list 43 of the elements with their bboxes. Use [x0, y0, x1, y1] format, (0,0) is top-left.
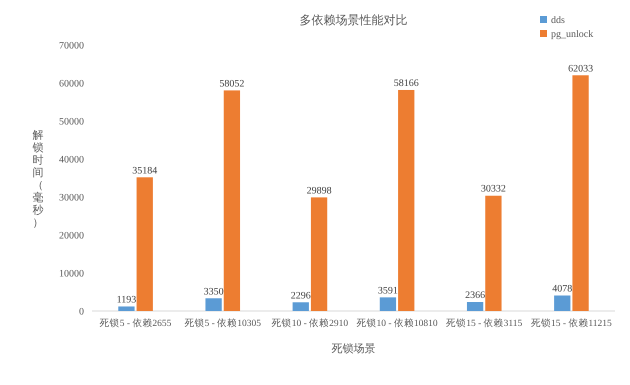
y-tick-label: 70000 — [59, 40, 84, 52]
bar — [292, 302, 309, 311]
y-tick-label: 60000 — [59, 78, 84, 90]
bar — [398, 90, 414, 311]
data-label: 3350 — [204, 286, 224, 298]
data-label: 58166 — [394, 78, 419, 89]
data-label: 58052 — [219, 78, 244, 90]
legend-label: dds — [551, 15, 565, 26]
bar — [380, 297, 396, 311]
data-label: 3591 — [378, 285, 398, 296]
bar — [310, 197, 328, 311]
bar — [118, 306, 135, 311]
bar — [554, 296, 570, 311]
x-tick-label: 死锁10 - 依赖10810 — [356, 317, 438, 329]
x-axis-title: 死锁场景 — [332, 343, 376, 355]
y-tick-label: 30000 — [59, 192, 84, 204]
y-tick-label: 0 — [79, 306, 84, 318]
data-label: 2296 — [290, 290, 311, 302]
data-label: 30332 — [480, 184, 506, 195]
y-tick-label: 40000 — [59, 154, 84, 166]
data-label: 1193 — [116, 294, 136, 306]
data-label: 29898 — [306, 185, 332, 196]
data-label: 35184 — [132, 165, 158, 176]
x-tick-label: 死锁15 - 依赖3115 — [446, 317, 523, 329]
y-tick-label: 20000 — [59, 230, 84, 242]
x-tick-label: 死锁15 - 依赖11215 — [531, 317, 612, 329]
data-label: 2366 — [465, 290, 486, 302]
x-tick-label: 死锁5 - 依赖10305 — [184, 317, 262, 329]
data-label: 62033 — [568, 63, 594, 74]
chart-title: 多依赖场景性能对比 — [300, 13, 408, 27]
bar — [136, 177, 153, 311]
bar — [485, 196, 502, 311]
bar — [572, 75, 589, 311]
x-tick-label: 死锁10 - 依赖2910 — [272, 317, 348, 329]
y-axis-title: 解锁时间（毫秒） — [32, 129, 44, 229]
data-label: 4078 — [552, 284, 572, 295]
y-tick-label: 10000 — [59, 268, 84, 280]
bar — [224, 90, 240, 311]
x-tick-label: 死锁5 - 依赖2655 — [100, 317, 172, 329]
bar — [466, 302, 484, 311]
legend-label: pg_unlock — [551, 29, 594, 40]
y-tick-label: 50000 — [59, 116, 84, 128]
bar — [205, 298, 222, 311]
